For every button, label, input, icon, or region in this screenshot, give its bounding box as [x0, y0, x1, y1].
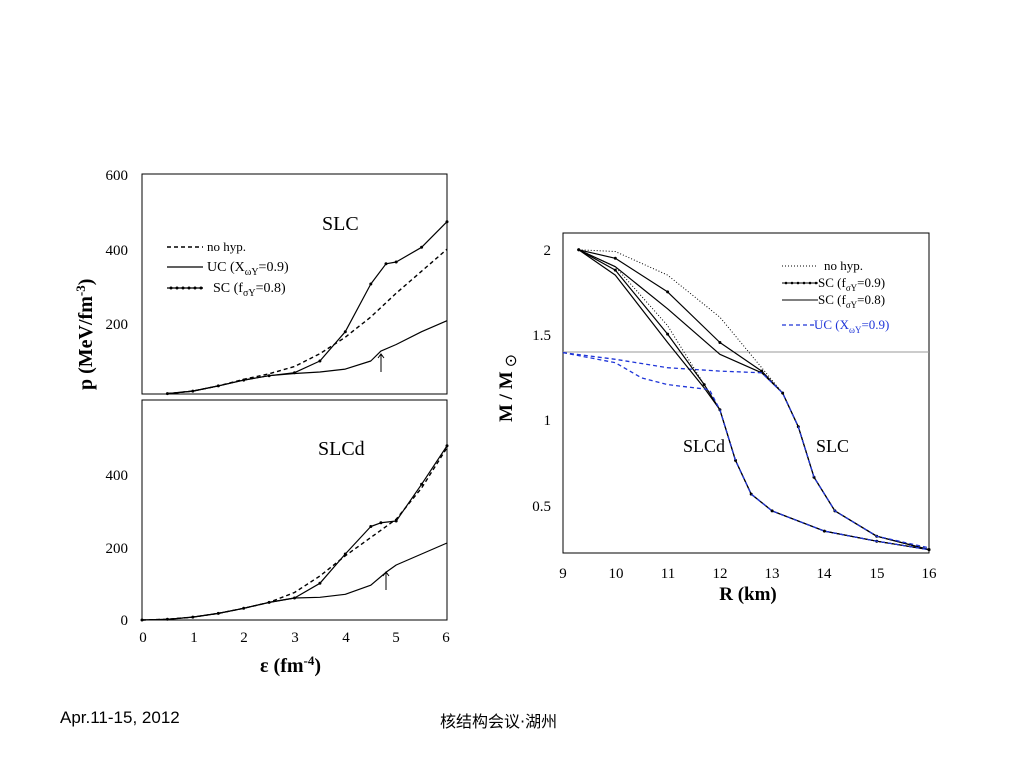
series-point [394, 260, 398, 264]
series-point [242, 378, 246, 382]
panel-mr-frame [562, 232, 930, 554]
series-line-solid [141, 542, 448, 621]
series-line-blue-dashed [562, 351, 930, 549]
panel-slcd-frame [141, 399, 448, 621]
series-point [702, 383, 706, 387]
series-point [420, 245, 424, 249]
panel-mass-radius: 0.5 1 1.5 2 9 10 11 12 13 14 15 16 R (km… [496, 232, 938, 605]
x-tick-label: 6 [442, 630, 450, 646]
series-point [445, 444, 449, 448]
y-tick-label: 2 [544, 243, 552, 259]
legend-label: SC (fσY=0.9) [818, 275, 885, 293]
y-tick-label: 0 [121, 613, 129, 629]
series-line-dashed [167, 248, 448, 395]
series-point [267, 374, 271, 378]
series-point [666, 332, 670, 336]
x-axis-label: R (km) [719, 584, 777, 605]
annotation-arrow [377, 353, 385, 372]
legend-top-left: no hyp. UC (XωY=0.9) SC (fσY=0.8) [167, 239, 289, 299]
series-point [666, 290, 670, 294]
y-tick-label: 1 [544, 413, 552, 429]
series-point [216, 611, 220, 615]
x-tick-label: 1 [190, 630, 198, 646]
series-point [318, 581, 322, 585]
series-line-solid [167, 320, 448, 395]
series-line-dotted-line [141, 445, 448, 621]
series-point [165, 392, 169, 396]
series-line-blue-dashed [562, 351, 930, 551]
series-point [369, 282, 373, 286]
y-tick-label: 600 [106, 168, 129, 184]
series-point [267, 600, 271, 604]
y-tick-label: 400 [106, 243, 129, 259]
series-point [318, 359, 322, 363]
x-tick-label: 11 [661, 566, 675, 582]
footer-conference: 核结构会议·湖州 [440, 712, 558, 731]
x-tick-label: 13 [765, 566, 780, 582]
legend-label: UC (XωY=0.9) [814, 317, 889, 335]
series-point [613, 268, 617, 272]
series-point [343, 330, 347, 334]
x-tick-label: 2 [240, 630, 248, 646]
panel-slcd: SLCd 0 200 400 0 1 2 3 4 5 6 ε (fm-4) [106, 399, 450, 677]
panel-slc-frame [141, 173, 448, 395]
series-line-dashed [141, 447, 448, 621]
panel-slc-label: SLC [322, 213, 359, 235]
series-line-solid [578, 249, 930, 551]
y-tick-label: 200 [106, 541, 129, 557]
legend-top-right: no hyp. SC (fσY=0.9) SC (fσY=0.8) UC (Xω… [782, 258, 889, 335]
panel-label-slcd: SLCd [683, 436, 725, 456]
panel-slcd-series [140, 444, 449, 622]
y-axis-label: M / M ⊙ [496, 354, 520, 422]
series-point [394, 519, 398, 523]
x-tick-label: 14 [817, 566, 833, 582]
y-axis-label: p (MeV/fm-3) [73, 279, 97, 390]
legend-label: no hyp. [207, 239, 246, 254]
series-point [216, 384, 220, 388]
panel-slcd-label: SLCd [318, 438, 365, 460]
series-point [613, 256, 617, 260]
legend-label: no hyp. [824, 258, 863, 273]
series-point [191, 615, 195, 619]
legend-swatch-markers [169, 286, 203, 290]
x-axis-label: ε (fm-4) [260, 653, 321, 677]
x-tick-label: 9 [559, 566, 567, 582]
series-point [242, 606, 246, 610]
series-point [384, 262, 388, 266]
x-tick-label: 0 [139, 630, 147, 646]
series-point [369, 525, 373, 528]
series-point [420, 482, 424, 486]
panel-mr-series [562, 248, 931, 552]
y-tick-label: 1.5 [532, 328, 551, 344]
series-point [445, 220, 449, 224]
series-point [191, 389, 195, 393]
series-point [379, 521, 383, 525]
x-tick-label: 16 [922, 566, 938, 582]
x-tick-label: 12 [713, 566, 728, 582]
series-point [343, 552, 347, 556]
series-point [140, 618, 144, 622]
series-point [718, 341, 722, 344]
panel-slc: SLC 200 400 600 p (MeV/fm-3) no hyp. UC … [73, 168, 449, 396]
y-tick-label: 400 [106, 468, 129, 484]
x-tick-label: 3 [291, 630, 299, 646]
figure: SLC 200 400 600 p (MeV/fm-3) no hyp. UC … [73, 168, 938, 677]
legend-swatch-markers [784, 281, 818, 285]
footer-date: Apr.11-15, 2012 [60, 708, 180, 727]
legend-label: SC (fσY=0.8) [213, 281, 286, 299]
series-point [165, 617, 169, 621]
panel-label-slc: SLC [816, 436, 849, 456]
y-tick-label: 200 [106, 317, 129, 333]
x-tick-label: 4 [342, 630, 350, 646]
x-tick-label: 5 [392, 630, 400, 646]
y-tick-label: 0.5 [532, 499, 551, 515]
series-point [293, 371, 296, 375]
series-point [293, 596, 296, 600]
panel-slc-series [165, 220, 449, 396]
legend-label: SC (fσY=0.8) [818, 292, 885, 310]
legend-label: UC (XωY=0.9) [207, 260, 289, 278]
x-tick-label: 10 [609, 566, 624, 582]
x-tick-label: 15 [870, 566, 885, 582]
